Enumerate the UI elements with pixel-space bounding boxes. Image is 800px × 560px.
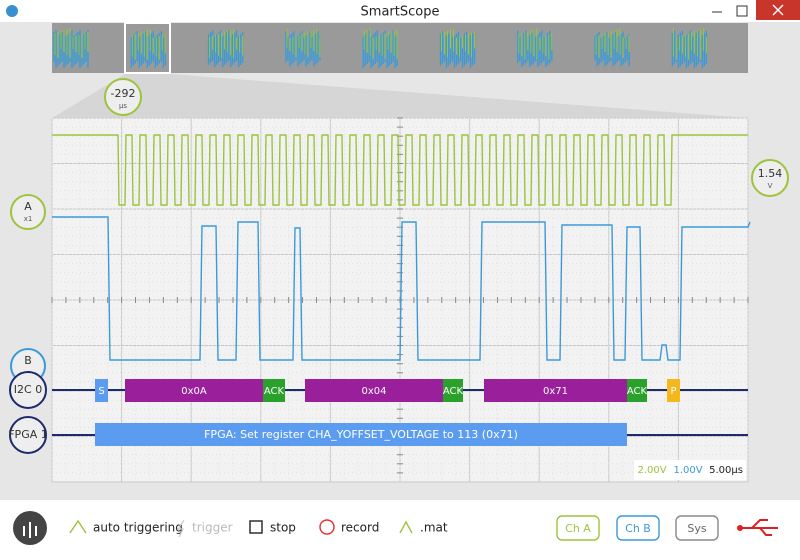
time-value: -292 bbox=[111, 87, 136, 100]
icon bbox=[176, 519, 185, 538]
minimap-waveforms bbox=[53, 28, 708, 68]
record-button[interactable]: record bbox=[319, 519, 379, 535]
app-icon bbox=[6, 5, 18, 17]
minimap-trace-a bbox=[209, 28, 244, 59]
trigger-level-marker[interactable]: 1.54 V bbox=[751, 159, 789, 197]
window-title: SmartScope bbox=[361, 5, 440, 20]
toolbar bbox=[0, 500, 800, 556]
auto-trigger-button[interactable]: auto triggering bbox=[69, 519, 183, 535]
i2c-segment bbox=[667, 379, 680, 402]
trigger-button[interactable]: trigger bbox=[176, 519, 233, 538]
button-frame bbox=[675, 515, 719, 541]
usb-status bbox=[737, 519, 778, 536]
button-label: Ch A bbox=[565, 522, 591, 535]
i2c-marker[interactable]: I2C 0 bbox=[9, 371, 47, 409]
fpga-text: FPGA: Set register CHA_YOFFSET_VOLTAGE t… bbox=[204, 428, 518, 441]
button-frame bbox=[616, 515, 660, 541]
minimap-trace-a bbox=[518, 28, 553, 60]
ch-a-button[interactable]: Ch A bbox=[556, 515, 600, 541]
minimap-trace-a bbox=[363, 28, 398, 59]
close-icon bbox=[772, 4, 784, 16]
channel-label: B bbox=[24, 354, 32, 367]
channel-label: A bbox=[24, 200, 32, 213]
button-label: auto triggering bbox=[93, 521, 183, 535]
minimap-viewport[interactable] bbox=[124, 22, 171, 74]
i2c-segment-label: 0x04 bbox=[361, 386, 386, 397]
minimap-trace-a bbox=[131, 28, 166, 60]
scale-time: 5.00µs bbox=[709, 465, 743, 476]
decoder-label: FPGA 1 bbox=[8, 428, 48, 441]
indicator-bg bbox=[634, 460, 670, 480]
ch-b-button[interactable]: Ch B bbox=[616, 515, 660, 541]
indicator-bg bbox=[670, 460, 706, 480]
i2c-segment-label: P bbox=[670, 386, 676, 397]
icon bbox=[319, 519, 335, 535]
marker-ring bbox=[10, 194, 46, 230]
channel-a-marker[interactable]: A x1 bbox=[10, 194, 46, 230]
time-unit: µs bbox=[119, 102, 127, 110]
logo-glyph bbox=[23, 522, 37, 538]
button-label: Sys bbox=[687, 522, 706, 535]
i2c-segment bbox=[263, 379, 285, 402]
marker-ring bbox=[104, 78, 142, 116]
trigger-unit: V bbox=[768, 182, 773, 190]
i2c-segment-label: S bbox=[98, 386, 104, 397]
mat-button[interactable]: .mat bbox=[399, 520, 448, 535]
icon bbox=[249, 520, 263, 534]
fpga-bar bbox=[95, 423, 627, 446]
i2c-segment bbox=[305, 379, 443, 402]
icon bbox=[69, 519, 87, 534]
sys-button[interactable]: Sys bbox=[675, 515, 719, 541]
i2c-segment-label: ACK bbox=[627, 386, 648, 397]
scale-b: 1.00V bbox=[673, 465, 702, 476]
marker-ring bbox=[9, 416, 47, 454]
i2c-segment-label: ACK bbox=[443, 386, 464, 397]
usb-dot bbox=[737, 525, 743, 531]
button-frame bbox=[556, 515, 600, 541]
time-marker[interactable]: -292 µs bbox=[104, 78, 142, 116]
minimap-trace-a bbox=[441, 28, 475, 58]
decoder-label: I2C 0 bbox=[14, 383, 42, 396]
i2c-segment-label: 0x71 bbox=[543, 386, 568, 397]
marker-ring bbox=[751, 159, 789, 197]
fpga-marker[interactable]: FPGA 1 bbox=[8, 416, 48, 454]
i2c-segment bbox=[484, 379, 627, 402]
i2c-segment bbox=[95, 379, 108, 402]
channel-a-waveform bbox=[52, 134, 748, 206]
usb-icon bbox=[740, 519, 778, 536]
i2c-segment-label: 0x0A bbox=[181, 386, 207, 397]
indicator-bg bbox=[706, 460, 746, 480]
zoom-projection bbox=[52, 74, 748, 118]
marker-ring bbox=[9, 371, 47, 409]
trigger-value: 1.54 bbox=[758, 167, 783, 180]
minimap[interactable] bbox=[52, 23, 748, 73]
i2c-decoder: S 0x0A ACK 0x04 ACK 0x71 ACK P bbox=[95, 379, 680, 402]
i2c-segment bbox=[125, 379, 263, 402]
channel-b-waveform bbox=[52, 216, 751, 361]
channel-scale: x1 bbox=[24, 215, 33, 223]
maximize-button[interactable] bbox=[736, 5, 748, 17]
button-label: trigger bbox=[192, 521, 233, 535]
icon bbox=[399, 520, 413, 534]
minimap-trace-a bbox=[595, 28, 630, 58]
minimap-trace-a bbox=[672, 28, 707, 60]
button-label: stop bbox=[270, 521, 296, 535]
i2c-segment bbox=[443, 379, 463, 402]
scale-a: 2.00V bbox=[637, 465, 666, 476]
title-bar bbox=[0, 0, 800, 22]
button-label: record bbox=[341, 521, 379, 535]
button-label: Ch B bbox=[625, 522, 651, 535]
i2c-segment bbox=[627, 379, 647, 402]
stop-button[interactable]: stop bbox=[249, 520, 296, 535]
button-label: .mat bbox=[420, 521, 448, 535]
minimap-trace-a bbox=[286, 28, 321, 58]
i2c-segment-label: ACK bbox=[264, 386, 285, 397]
minimap-trace-a bbox=[54, 28, 89, 58]
